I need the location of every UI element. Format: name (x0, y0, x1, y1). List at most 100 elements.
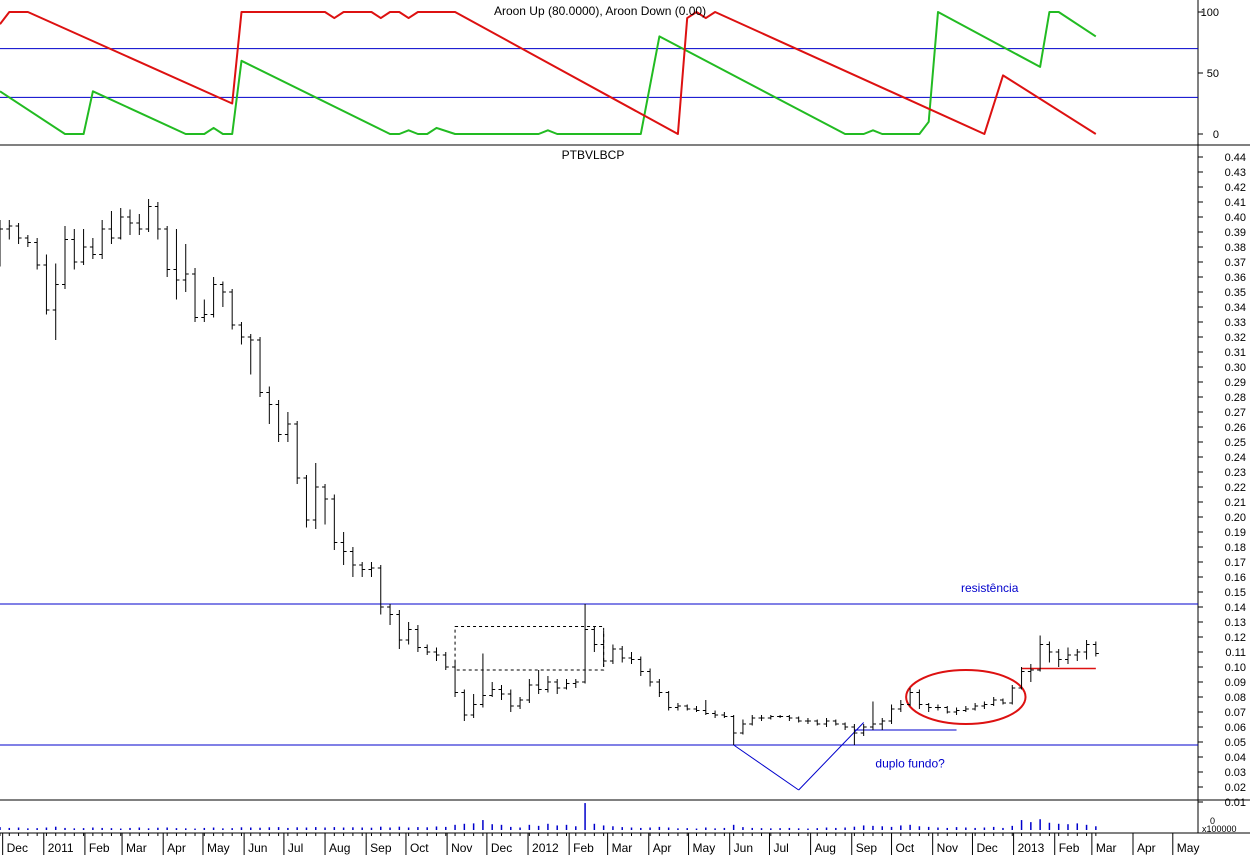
ohlc-bar (15, 223, 22, 244)
ohlc-bar (164, 226, 171, 277)
price-y-tick-label: 0.35 (1225, 287, 1246, 299)
ohlc-bar (814, 719, 821, 726)
ohlc-bar (498, 685, 505, 700)
x-axis-tick-label: Apr (653, 841, 672, 855)
price-y-tick-label: 0.12 (1225, 632, 1246, 644)
ohlc-bar (507, 689, 514, 712)
price-y-tick-label: 0.15 (1225, 587, 1246, 599)
price-y-tick-label: 0.09 (1225, 677, 1246, 689)
ohlc-bar (0, 220, 3, 267)
x-axis-tick-label: Dec (976, 841, 997, 855)
ohlc-bar (396, 610, 403, 649)
x-axis-tick-label: Mar (612, 841, 633, 855)
ohlc-bar (182, 244, 189, 292)
ohlc-bar (257, 337, 264, 397)
price-y-tick-label: 0.14 (1225, 602, 1246, 614)
ohlc-bar (842, 722, 849, 730)
ohlc-bar (192, 268, 199, 322)
ohlc-bar (266, 386, 273, 424)
aroon-series-line-aroon-up (0, 11, 1097, 135)
price-y-tick-label: 0.40 (1225, 212, 1246, 224)
x-axis-tick-label: Sep (856, 841, 878, 855)
ohlc-bar (34, 238, 41, 270)
ohlc-bar (229, 289, 236, 330)
ohlc-bar (693, 706, 700, 712)
x-axis-tick-label: May (693, 841, 716, 855)
ohlc-bar (6, 220, 13, 240)
price-y-tick-label: 0.38 (1225, 242, 1246, 254)
ohlc-bar (1064, 647, 1071, 664)
ohlc-bar (424, 644, 431, 655)
ohlc-bar (888, 704, 895, 724)
x-axis-tick-label: Jul (773, 841, 788, 855)
ohlc-bar (786, 715, 793, 721)
ohlc-bar (628, 652, 635, 664)
ohlc-bar (730, 715, 737, 745)
ohlc-bar (377, 565, 384, 615)
x-axis-tick-label: Dec (491, 841, 512, 855)
ohlc-bar (953, 707, 960, 715)
ohlc-bar (136, 214, 143, 235)
ohlc-bar (647, 668, 654, 687)
ohlc-bar (767, 715, 774, 720)
x-axis-tick-label: Dec (7, 841, 28, 855)
ohlc-bar (907, 688, 914, 706)
ohlc-bar (173, 229, 180, 300)
price-y-tick-label: 0.26 (1225, 422, 1246, 434)
x-axis-tick-label: Mar (126, 841, 147, 855)
ohlc-bar (999, 698, 1006, 705)
ohlc-bar (80, 229, 87, 265)
ohlc-bar (572, 679, 579, 688)
ohlc-bar (219, 281, 226, 307)
annotation-ellipse (905, 669, 1027, 725)
price-y-tick-label: 0.44 (1225, 152, 1246, 164)
ohlc-bar (962, 706, 969, 712)
ohlc-bar (517, 697, 524, 709)
ohlc-bar (275, 400, 282, 442)
ohlc-bar (526, 679, 533, 703)
price-y-tick-label: 0.18 (1225, 542, 1246, 554)
ohlc-bar (387, 604, 394, 625)
ohlc-bar (934, 704, 941, 711)
price-y-tick-label: 0.20 (1225, 512, 1246, 524)
price-y-tick-label: 0.37 (1225, 257, 1246, 269)
ohlc-bar (62, 226, 69, 289)
price-y-tick-label: 0.43 (1225, 167, 1246, 179)
price-y-tick-label: 0.39 (1225, 227, 1246, 239)
ohlc-bar (656, 679, 663, 697)
ohlc-bar (990, 697, 997, 706)
ohlc-bar (665, 691, 672, 711)
ohlc-bar (52, 263, 59, 340)
aroon-title: Aroon Up (80.0000), Aroon Down (0.00) (494, 4, 706, 18)
x-axis-tick-label: Aug (329, 841, 350, 855)
x-axis-tick-label: Jun (734, 841, 753, 855)
ohlc-bar (442, 652, 449, 670)
ohlc-bar (1046, 641, 1053, 663)
aroon-y-tick-label: 0 (1213, 129, 1219, 141)
x-axis-tick-label: Oct (410, 841, 429, 855)
annotation-label: duplo fundo? (875, 757, 945, 771)
annotation-label: resistência (961, 581, 1019, 595)
price-y-tick-label: 0.04 (1225, 752, 1246, 764)
ohlc-bar (721, 712, 728, 718)
ohlc-bar (71, 229, 78, 270)
ohlc-bar (238, 322, 245, 345)
aroon-y-tick-label: 50 (1207, 68, 1219, 80)
ohlc-bar (452, 661, 459, 697)
ohlc-bar (145, 199, 152, 232)
ohlc-bar (99, 220, 106, 259)
aroon-panel: 0 50 100 (0, 7, 1219, 141)
ohlc-bar (331, 494, 338, 550)
ohlc-bar (609, 644, 616, 664)
price-chart-title: PTBVLBCP (562, 148, 625, 162)
price-y-tick-label: 0.27 (1225, 407, 1246, 419)
ohlc-bar (925, 703, 932, 712)
x-axis-tick-label: 2013 (1018, 841, 1045, 855)
ohlc-bar (600, 631, 607, 667)
ohlc-bar (879, 718, 886, 730)
x-axis-tick-label: Feb (573, 841, 594, 855)
ohlc-bar (851, 724, 858, 745)
price-y-tick-label: 0.36 (1225, 272, 1246, 284)
